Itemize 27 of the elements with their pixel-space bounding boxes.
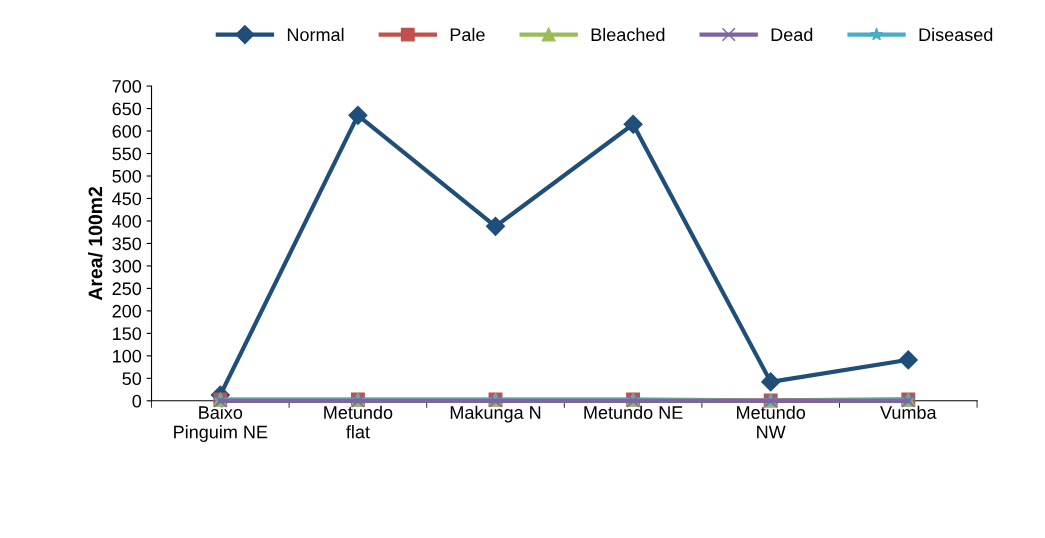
x-tick-label: Makunga N <box>450 405 541 423</box>
y-tick-label: 700 <box>112 80 142 93</box>
y-tick-label: 550 <box>112 147 142 161</box>
y-tick-label: 650 <box>112 102 142 116</box>
y-tick-label: 200 <box>112 304 142 318</box>
y-tick-label: 300 <box>112 259 142 273</box>
x-tick-label: Metundo NE <box>584 405 683 419</box>
x-tick-label: Vumba <box>880 405 937 419</box>
x-tick-label: Baixo Pinguim NE <box>174 405 268 442</box>
y-tick-label: 0 <box>132 394 142 408</box>
legend-label: Normal <box>287 27 344 42</box>
legend-label: Bleached <box>591 27 665 42</box>
x-tick-label: Metundo NW <box>737 405 806 439</box>
legend-label: Pale <box>450 27 485 42</box>
x-tick-label: Metundo flat <box>324 405 393 439</box>
legend-label: Dead <box>771 27 813 42</box>
y-tick-label: 600 <box>112 124 142 138</box>
y-tick-label: 250 <box>112 282 142 296</box>
y-tick-label: 350 <box>112 237 142 251</box>
y-tick-label: 500 <box>112 169 142 183</box>
y-tick-label: 100 <box>113 349 142 363</box>
y-axis-title: Area/ 100m2 <box>88 186 103 301</box>
legend-label: Diseased <box>919 27 993 42</box>
y-tick-label: 50 <box>122 372 142 386</box>
y-tick-label: 150 <box>113 327 142 341</box>
y-tick-label: 400 <box>112 214 142 228</box>
y-tick-label: 450 <box>112 192 142 206</box>
